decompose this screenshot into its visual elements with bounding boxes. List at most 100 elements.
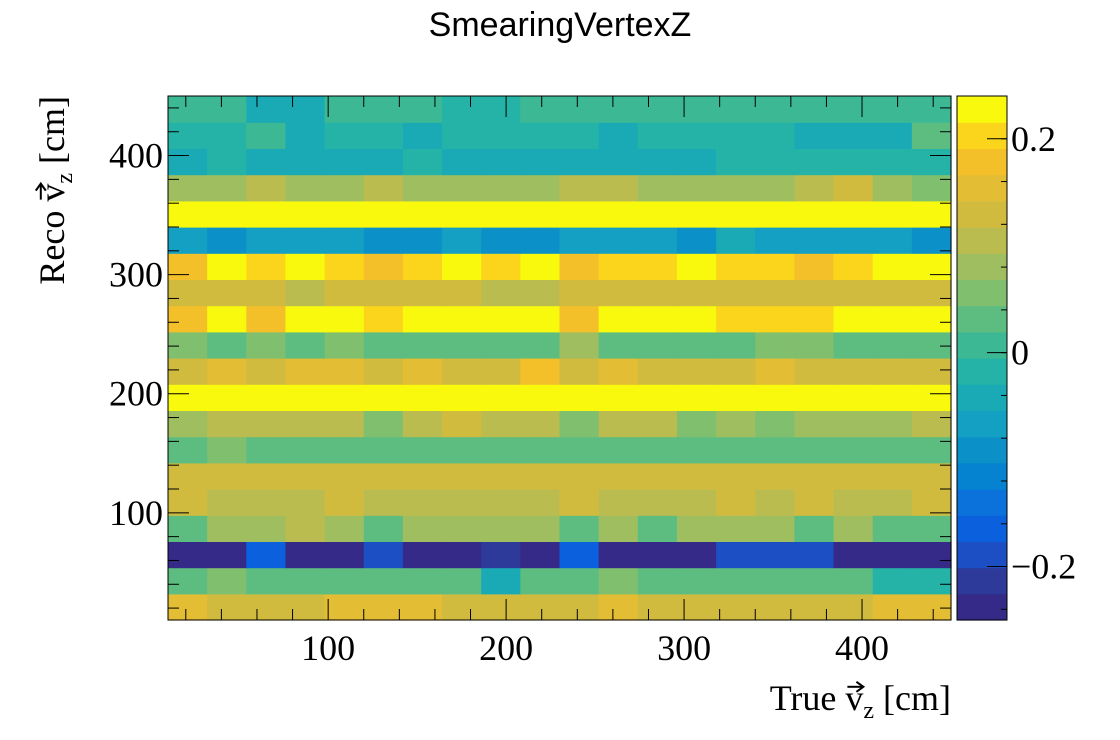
heatmap-cell bbox=[402, 122, 443, 149]
heatmap-cell bbox=[833, 384, 874, 411]
heatmap-cell bbox=[363, 593, 404, 621]
heatmap-cell bbox=[833, 279, 874, 307]
heatmap-cell bbox=[285, 331, 326, 359]
heatmap-cell bbox=[716, 358, 756, 385]
heatmap-cell bbox=[168, 200, 208, 228]
heatmap-cell bbox=[363, 279, 404, 307]
heatmap-cell bbox=[285, 567, 326, 595]
heatmap-cell bbox=[402, 541, 443, 569]
heatmap-cell bbox=[246, 436, 287, 464]
heatmap-cell bbox=[676, 227, 717, 254]
y-tick-label: 200 bbox=[109, 374, 163, 414]
heatmap-cell bbox=[833, 541, 874, 569]
heatmap-cell bbox=[168, 122, 208, 149]
heatmap-cell bbox=[168, 462, 208, 490]
axes: 100 200 300 400 100 200 300 400 True vz [cm] Reco… bbox=[32, 96, 951, 724]
heatmap-cell bbox=[911, 462, 952, 490]
heatmap-cell bbox=[246, 305, 287, 333]
heatmap-cell bbox=[207, 410, 247, 438]
heatmap-cell bbox=[598, 462, 639, 490]
heatmap-cell bbox=[716, 279, 756, 307]
heatmap-cell bbox=[755, 200, 795, 228]
heatmap-cell bbox=[168, 567, 208, 595]
chart-title: SmearingVertexZ bbox=[429, 6, 692, 44]
heatmap-cell bbox=[911, 148, 952, 176]
heatmap-cell bbox=[911, 541, 952, 569]
heatmap-cell bbox=[676, 122, 717, 149]
heatmap-cell bbox=[637, 489, 678, 516]
heatmap-cell bbox=[285, 122, 326, 149]
heatmap-cell bbox=[637, 384, 678, 411]
heatmap-cell bbox=[363, 410, 404, 438]
heatmap-cell bbox=[598, 384, 639, 411]
colorbar-tick-label: −0.2 bbox=[1011, 547, 1076, 587]
color-scale-bar: 0.2 0 −0.2 bbox=[956, 95, 1076, 621]
heatmap-cell bbox=[402, 436, 443, 464]
heatmap-cell bbox=[755, 489, 795, 516]
heatmap-cell bbox=[402, 567, 443, 595]
heatmap-cell bbox=[324, 567, 365, 595]
heatmap-cell bbox=[481, 515, 521, 542]
colorbar-swatch bbox=[957, 489, 1007, 516]
heatmap-cell bbox=[637, 174, 678, 202]
heatmap-cell bbox=[481, 410, 521, 438]
colorbar-swatch bbox=[957, 305, 1007, 333]
heatmap-cell bbox=[363, 305, 404, 333]
heatmap-cell bbox=[716, 227, 756, 254]
heatmap-cell bbox=[442, 200, 482, 228]
heatmap-cell bbox=[442, 331, 482, 359]
heatmap-cell bbox=[207, 358, 247, 385]
heatmap-cell bbox=[168, 253, 208, 280]
heatmap-cell bbox=[363, 174, 404, 202]
colorbar-swatch bbox=[957, 593, 1007, 621]
colorbar-swatch bbox=[957, 122, 1007, 149]
heatmap-cell bbox=[442, 358, 482, 385]
heatmap-cell bbox=[246, 174, 287, 202]
heatmap-cell bbox=[676, 541, 717, 569]
heatmap-cell bbox=[559, 122, 600, 149]
heatmap-cell bbox=[402, 489, 443, 516]
heatmap-cell bbox=[637, 515, 678, 542]
heatmap-cell bbox=[794, 148, 835, 176]
heatmap-cell bbox=[285, 174, 326, 202]
heatmap-cell bbox=[559, 305, 600, 333]
heatmap-cell bbox=[324, 489, 365, 516]
heatmap-cell bbox=[285, 279, 326, 307]
heatmap-cell bbox=[363, 96, 404, 123]
heatmap-cell bbox=[402, 148, 443, 176]
heatmap-cell bbox=[598, 227, 639, 254]
heatmap-cell bbox=[168, 96, 208, 123]
heatmap-cell bbox=[481, 462, 521, 490]
heatmap-cell bbox=[676, 253, 717, 280]
heatmap-cell bbox=[872, 593, 913, 621]
heatmap-cell bbox=[324, 541, 365, 569]
heatmap-cell bbox=[598, 148, 639, 176]
heatmap-cell bbox=[402, 410, 443, 438]
heatmap-cell bbox=[559, 436, 600, 464]
heatmap-cell bbox=[520, 253, 561, 280]
y-tick-label: 300 bbox=[109, 255, 163, 295]
heatmap-cell bbox=[716, 174, 756, 202]
heatmap-cell bbox=[402, 331, 443, 359]
heatmap-cell bbox=[481, 489, 521, 516]
heatmap-cell bbox=[755, 331, 795, 359]
colorbar-swatch bbox=[957, 279, 1007, 307]
heatmap-cell bbox=[481, 174, 521, 202]
heatmap-cell bbox=[481, 227, 521, 254]
heatmap-cell bbox=[324, 331, 365, 359]
heatmap-cell bbox=[559, 279, 600, 307]
heatmap-cell bbox=[559, 462, 600, 490]
heatmap-cell bbox=[676, 489, 717, 516]
heatmap-cell bbox=[598, 96, 639, 123]
heatmap-cell bbox=[168, 436, 208, 464]
heatmap-cell bbox=[207, 436, 247, 464]
heatmap-cell bbox=[872, 567, 913, 595]
heatmap-cell bbox=[520, 96, 561, 123]
heatmap-cell bbox=[755, 567, 795, 595]
heatmap-cell bbox=[442, 279, 482, 307]
heatmap-cell bbox=[442, 436, 482, 464]
heatmap-cell bbox=[676, 96, 717, 123]
heatmap-cell bbox=[755, 122, 795, 149]
heatmap-cell bbox=[324, 593, 365, 621]
